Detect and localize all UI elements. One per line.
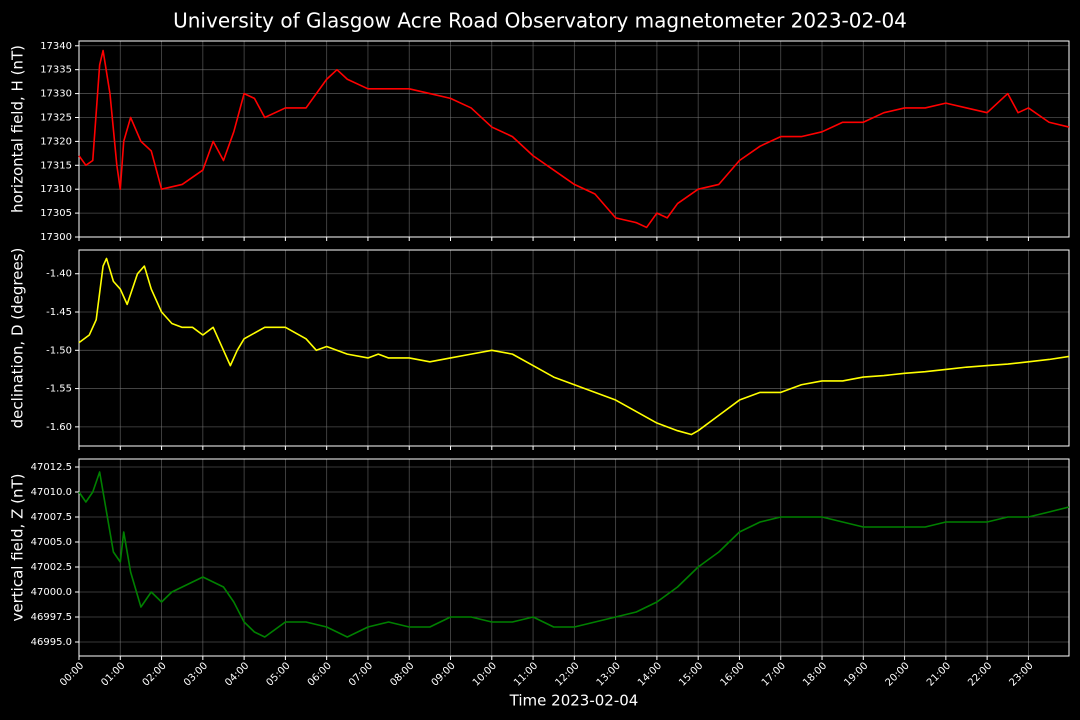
y-tick-label: 17340 <box>40 41 72 52</box>
y-tick-label: 17310 <box>40 184 72 195</box>
y-axis-label: vertical field, Z (nT) <box>9 473 27 621</box>
plot-frame <box>78 40 1070 238</box>
y-tick-label: 17305 <box>40 208 72 219</box>
y-tick-label: 47002.5 <box>31 562 72 573</box>
y-tick-label: 47007.5 <box>31 512 72 523</box>
y-tick-label: 47000.0 <box>31 587 72 598</box>
y-tick-label: 47012.5 <box>31 462 72 473</box>
y-tick-label: 17300 <box>40 232 72 243</box>
figure-title: University of Glasgow Acre Road Observat… <box>173 9 907 33</box>
plot-frame <box>78 458 1070 657</box>
data-line <box>78 257 1070 436</box>
y-tick-label: 46995.0 <box>31 637 72 648</box>
y-tick-label: 17320 <box>40 136 72 147</box>
y-tick-label: 17315 <box>40 160 72 171</box>
y-tick-label: 17330 <box>40 89 72 100</box>
y-axis-label: declination, D (degrees) <box>9 248 27 429</box>
y-tick-label: -1.40 <box>46 269 72 280</box>
y-tick-label: -1.45 <box>46 307 72 318</box>
y-tick-label: 17325 <box>40 112 72 123</box>
y-tick-label: 47010.0 <box>31 487 72 498</box>
y-tick-label: 47005.0 <box>31 537 72 548</box>
y-tick-label: -1.55 <box>46 384 72 395</box>
x-axis-label: Time 2023-02-04 <box>509 692 639 710</box>
y-tick-label: 46997.5 <box>31 612 72 623</box>
y-tick-label: 17335 <box>40 65 72 76</box>
data-line <box>78 49 1070 229</box>
y-tick-label: -1.50 <box>46 345 72 356</box>
y-tick-label: -1.60 <box>46 422 72 433</box>
y-axis-label: horizontal field, H (nT) <box>9 45 27 213</box>
plot-frame <box>78 249 1070 447</box>
data-line <box>78 471 1070 638</box>
